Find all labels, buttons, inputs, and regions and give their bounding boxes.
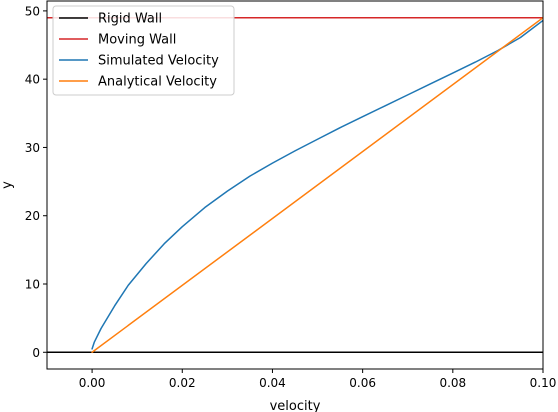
y-tick-label: 20 — [25, 209, 40, 223]
x-axis-label: velocity — [270, 399, 321, 412]
legend-label: Analytical Velocity — [98, 75, 217, 90]
plot-frame — [46, 0, 544, 370]
x-tick-label: 0.02 — [169, 376, 196, 390]
x-tick-label: 0.00 — [79, 376, 106, 390]
y-tick-label: 30 — [25, 141, 40, 155]
legend-label: Moving Wall — [98, 33, 176, 48]
ticks-layer: 0.00 0.02 0.04 0.06 0.08 0.10 0 10 20 30 40 50 — [25, 4, 557, 390]
y-axis-label: y — [0, 181, 15, 189]
legend-label: Simulated Velocity — [98, 54, 219, 69]
legend-label: Rigid Wall — [98, 12, 162, 27]
y-tick-label: 50 — [25, 4, 40, 18]
series-simulated-velocity — [91, 19, 543, 350]
legend-box — [52, 5, 235, 96]
x-tick-label: 0.08 — [439, 376, 466, 390]
y-tick-label: 0 — [32, 346, 40, 360]
legend: Rigid Wall Moving Wall Simulated Velocity A… — [52, 5, 235, 96]
y-tick-label: 40 — [25, 73, 40, 87]
x-tick-label: 0.04 — [259, 376, 286, 390]
x-tick-label: 0.06 — [349, 376, 376, 390]
series-analytical-velocity — [91, 16, 543, 354]
x-tick-label: 0.10 — [530, 376, 557, 390]
y-tick-label: 10 — [25, 277, 40, 291]
